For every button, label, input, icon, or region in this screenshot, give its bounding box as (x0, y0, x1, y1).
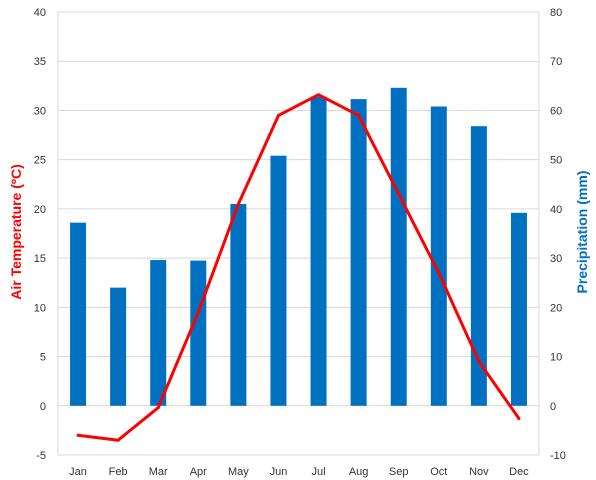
x-tick-label: Jul (312, 466, 326, 478)
right-axis-title: Precipitation (mm) (574, 171, 590, 294)
left-tick-label: 20 (34, 204, 46, 216)
temperature-point (196, 310, 200, 314)
left-axis-ticks: 40 35 30 25 20 15 10 5 0 -5 (34, 7, 46, 462)
x-tick-label: Oct (430, 466, 447, 478)
gridlines (57, 11, 540, 456)
temperature-point (236, 202, 240, 206)
left-tick-label: 5 (40, 352, 46, 364)
temperature-point (317, 93, 321, 97)
x-tick-label: Sep (389, 466, 409, 478)
temperature-point (477, 359, 481, 363)
right-tick-label: 80 (550, 7, 562, 19)
temperature-point (357, 113, 361, 117)
left-tick-label: -5 (36, 450, 46, 462)
temperature-point (156, 406, 160, 410)
right-tick-label: 70 (550, 56, 562, 68)
right-tick-label: 0 (550, 401, 556, 413)
precipitation-bar (470, 126, 487, 406)
right-tick-label: 10 (550, 352, 562, 364)
temperature-line (76, 93, 521, 442)
temperature-point (397, 192, 401, 196)
right-tick-label: 30 (550, 253, 562, 265)
precipitation-bar (350, 99, 367, 406)
temperature-point (76, 433, 80, 437)
precipitation-bar (430, 106, 447, 406)
x-tick-label: Dec (509, 466, 529, 478)
temperature-series-line (77, 93, 521, 442)
x-tick-label: May (228, 466, 249, 478)
precipitation-bar (390, 87, 407, 406)
precipitation-bar (510, 212, 527, 406)
left-tick-label: 40 (34, 7, 46, 19)
x-tick-label: Feb (109, 466, 128, 478)
x-tick-label: Nov (469, 466, 489, 478)
precipitation-bar (110, 287, 127, 406)
right-tick-label: 20 (550, 302, 562, 314)
temperature-point (517, 417, 521, 421)
right-tick-label: -10 (550, 450, 566, 462)
right-axis-ticks: 80 70 60 50 40 30 20 10 0 -10 (550, 7, 566, 462)
x-tick-label: Jun (270, 466, 288, 478)
precipitation-bar (70, 222, 87, 406)
left-tick-label: 25 (34, 155, 46, 167)
temperature-point (276, 113, 280, 117)
x-tick-label: Jan (69, 466, 87, 478)
left-axis-title: Air Temperature (ºC) (8, 164, 24, 300)
x-tick-label: Mar (149, 466, 168, 478)
left-tick-label: 0 (40, 401, 46, 413)
left-tick-label: 10 (34, 302, 46, 314)
x-axis-ticks: Jan Feb Mar Apr May Jun Jul Aug Sep Oct Nov Dec (69, 466, 529, 478)
precipitation-bar (270, 155, 287, 406)
right-tick-label: 50 (550, 155, 562, 167)
x-tick-label: Aug (349, 466, 369, 478)
x-tick-label: Apr (190, 466, 207, 478)
temperature-point (116, 438, 120, 442)
temperature-point (437, 271, 441, 275)
right-tick-label: 60 (550, 105, 562, 117)
left-tick-label: 30 (34, 105, 46, 117)
precipitation-bar (150, 260, 167, 406)
precipitation-bar (190, 260, 207, 406)
left-tick-label: 15 (34, 253, 46, 265)
precipitation-bar (230, 203, 247, 406)
left-tick-label: 35 (34, 56, 46, 68)
precipitation-bars (70, 87, 527, 406)
right-tick-label: 40 (550, 204, 562, 216)
precipitation-bar (310, 96, 327, 406)
